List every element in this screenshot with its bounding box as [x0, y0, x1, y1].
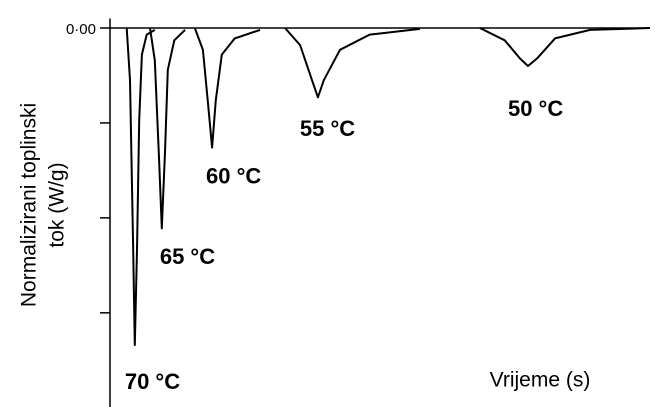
- y-tick-label: 0·00: [66, 21, 96, 38]
- curve: [479, 27, 651, 67]
- curve: [125, 27, 156, 347]
- y-axis-label-line: tok (W/g): [46, 162, 69, 247]
- peak-label: 70 °C: [125, 369, 180, 394]
- y-axis-label: Normalizirani toplinski tok (W/g): [18, 103, 69, 307]
- curve: [149, 27, 186, 230]
- x-axis-label: Vrijeme (s): [490, 369, 591, 392]
- curve: [284, 27, 421, 99]
- y-axis-label-line: Normalizirani toplinski: [18, 103, 41, 307]
- peak-label: 50 °C: [508, 96, 563, 121]
- peak-label: 60 °C: [206, 163, 261, 188]
- curve: [193, 27, 261, 149]
- peak-label: 65 °C: [160, 244, 215, 269]
- peak-label: 55 °C: [300, 116, 355, 141]
